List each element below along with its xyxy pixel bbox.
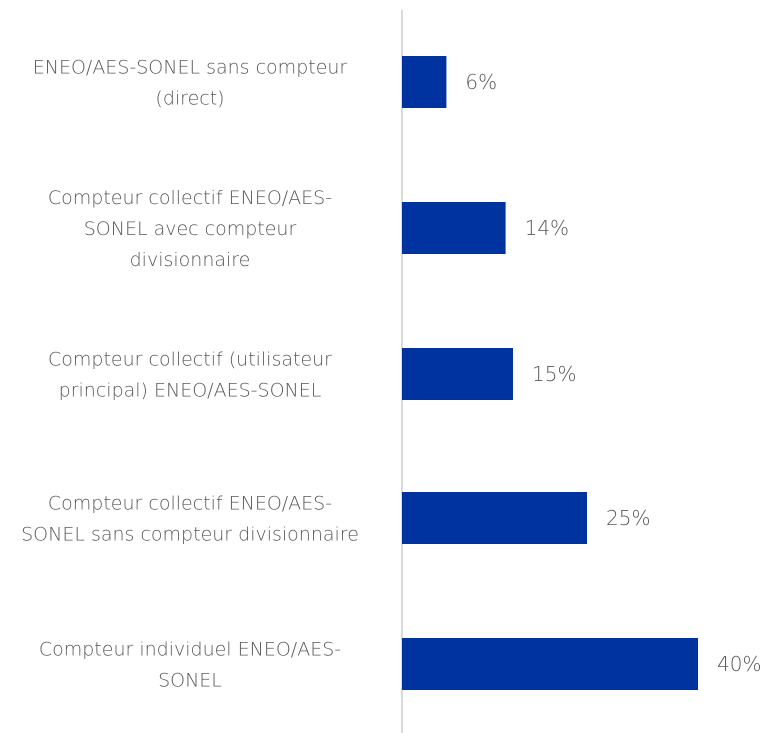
category-label-line: Compteur collectif (utilisateur	[48, 349, 332, 371]
category-label-line: principal) ENEO/AES-SONEL	[59, 380, 322, 402]
category-label-line: (direct)	[155, 88, 224, 110]
value-label-1: 6%	[465, 70, 497, 94]
bar-5	[402, 638, 698, 690]
category-label-line: Compteur collectif ENEO/AES-	[48, 493, 332, 515]
category-label-2: Compteur collectif ENEO/AES- SONEL avec c…	[48, 187, 332, 271]
bar-3	[402, 348, 513, 400]
value-label-5: 40%	[717, 652, 761, 676]
value-label-4: 25%	[606, 506, 650, 530]
category-label-line: SONEL sans compteur divisionnaire	[21, 524, 359, 546]
category-label-line: SONEL avec compteur	[84, 218, 297, 240]
category-label-line: SONEL	[158, 670, 222, 692]
bar-1	[402, 56, 447, 108]
category-label-line: ENEO/AES-SONEL sans compteur	[33, 57, 348, 79]
bar-2	[402, 202, 506, 254]
value-label-3: 15%	[532, 362, 576, 386]
category-label-4: Compteur collectif ENEO/AES- SONEL sans c…	[21, 493, 359, 546]
category-label-line: Compteur collectif ENEO/AES-	[48, 187, 332, 209]
category-label-line: Compteur individuel ENEO/AES-	[39, 639, 341, 661]
category-label-1: ENEO/AES-SONEL sans compteur (direct)	[33, 57, 348, 110]
category-label-line: divisionnaire	[130, 249, 251, 271]
category-label-3: Compteur collectif (utilisateur principal…	[48, 349, 332, 402]
category-label-5: Compteur individuel ENEO/AES- SONEL	[39, 639, 341, 692]
value-label-2: 14%	[525, 216, 569, 240]
bar-4	[402, 492, 587, 544]
